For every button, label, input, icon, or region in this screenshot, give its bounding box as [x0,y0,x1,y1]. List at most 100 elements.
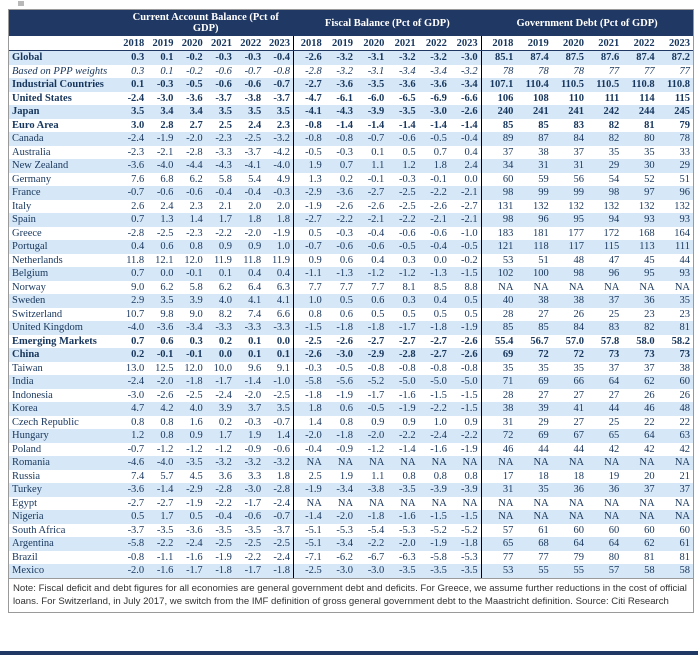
cell: -3.0 [356,564,388,578]
cell: 110.5 [551,78,587,92]
cell: 3.0 [131,119,145,131]
cell: 36 [551,483,587,497]
row-label: Russia [12,470,41,482]
cell: 18 [573,470,585,482]
cell: 0.7 [324,159,357,173]
cell: -1.5 [449,402,482,416]
table-row: Global 0.3 0.1 -0.2 -0.3 -0.3 -0.4 -2.6 -3.2 -3.1… [9,50,693,65]
cell: -0.6 [234,78,265,92]
cell: 6.6 [276,308,291,320]
cell: 85 [516,321,552,335]
cell: 2.9 [117,294,148,308]
cell: -4.0 [264,159,294,173]
cell: 31 [480,415,517,429]
cell: 99 [516,186,552,200]
row-label: Indonesia [12,389,53,401]
cell: 58 [622,564,658,578]
cell: 0.1 [147,50,177,65]
cell: 7.4 [131,470,145,482]
cell: 80 [608,551,620,563]
cell: 94 [587,213,623,227]
cell: 37 [480,145,517,159]
cell: -3.0 [156,92,174,104]
cell: 61 [538,524,549,536]
cell: -3.5 [176,456,206,470]
cell: 3.5 [147,294,177,308]
cell: -0.5 [336,362,354,374]
cell: -3.9 [356,105,388,119]
cell: 0.5 [176,510,206,524]
cell: NA [657,456,693,470]
bottom-rule [0,651,698,655]
cell: 1.4 [176,213,206,227]
cell: 95 [551,213,587,227]
cell: NA [418,456,450,470]
table-row: Taiwan 13.0 12.5 12.0 10.0 9.6 9.1 -0.3 -0.5 -0.8… [9,361,693,375]
cell: -1.5 [418,510,450,524]
cell: 0.5 [117,510,148,524]
cell: -0.6 [430,227,447,239]
clipped-title-strip [0,0,698,9]
cell: 0.6 [339,254,354,266]
cell: 0.8 [176,240,206,254]
cell: 28 [480,307,517,321]
cell: 2.4 [449,159,482,173]
cell: -2.8 [127,227,145,239]
cell: -0.6 [324,240,357,254]
cell: 6.3 [276,281,291,293]
cell: 54 [608,173,620,185]
cell: 0.7 [117,267,148,281]
cell: -1.6 [147,564,177,578]
cell: 9.8 [160,308,174,320]
cell: -2.0 [356,429,388,443]
table-row: France -0.7 -0.6 -0.6 -0.4 -0.4 -0.3 -2.9 -3.6 -2… [9,186,693,200]
cell: 3.4 [147,105,177,119]
cell: -0.7 [117,186,148,200]
cell: NA [533,497,549,509]
cell: 9.0 [131,281,145,293]
cell: -1.9 [387,402,419,416]
row-label: Switzerland [12,308,63,320]
cell: 3.9 [205,402,235,416]
cell: -5.3 [460,551,478,563]
cell: 4.9 [276,173,291,185]
cell: 0.8 [433,470,447,482]
cell: 0.3 [131,65,145,77]
cell: 1.0 [264,240,294,254]
cell: 11.8 [243,254,262,266]
cell: -0.5 [418,132,450,146]
year-header: 2022 [418,36,450,51]
cell: 1.0 [433,416,447,428]
cell: 107.1 [480,78,517,92]
cell: -1.4 [460,119,478,131]
cell: -0.4 [449,132,482,146]
cell: -3.2 [264,456,294,470]
cell: 64 [587,537,623,551]
cell: 38 [679,362,691,374]
cell: -0.7 [356,132,388,146]
section-header-fiscal-balance: Fiscal Balance (Pct of GDP) [293,10,482,36]
cell: 99 [551,186,587,200]
cell: 55 [551,564,587,578]
cell: 5.7 [160,470,174,482]
row-label: Greece [12,227,42,239]
cell: 3.4 [176,105,206,119]
cell: 0.8 [402,470,416,482]
cell: 4.5 [189,470,203,482]
table-row: Egypt -2.7 -2.7 -1.9 -2.2 -1.7 -2.4 NA NA NA NA NA N… [9,496,693,510]
cell: 34 [480,159,517,173]
cell: -0.1 [176,267,206,281]
cell: 0.5 [402,308,416,320]
cell: -2.5 [293,334,325,348]
cell: 12.5 [155,362,174,374]
year-header: 2022 [234,36,265,51]
cell: 35 [480,361,517,375]
cell: 181 [532,227,549,239]
cell: 245 [657,105,693,119]
cell: -1.4 [367,119,385,131]
cell: -3.5 [387,483,419,497]
cell: -2.4 [273,497,291,509]
cell: -1.1 [293,267,325,281]
cell: -2.9 [176,483,206,497]
cell: 53 [480,253,517,267]
